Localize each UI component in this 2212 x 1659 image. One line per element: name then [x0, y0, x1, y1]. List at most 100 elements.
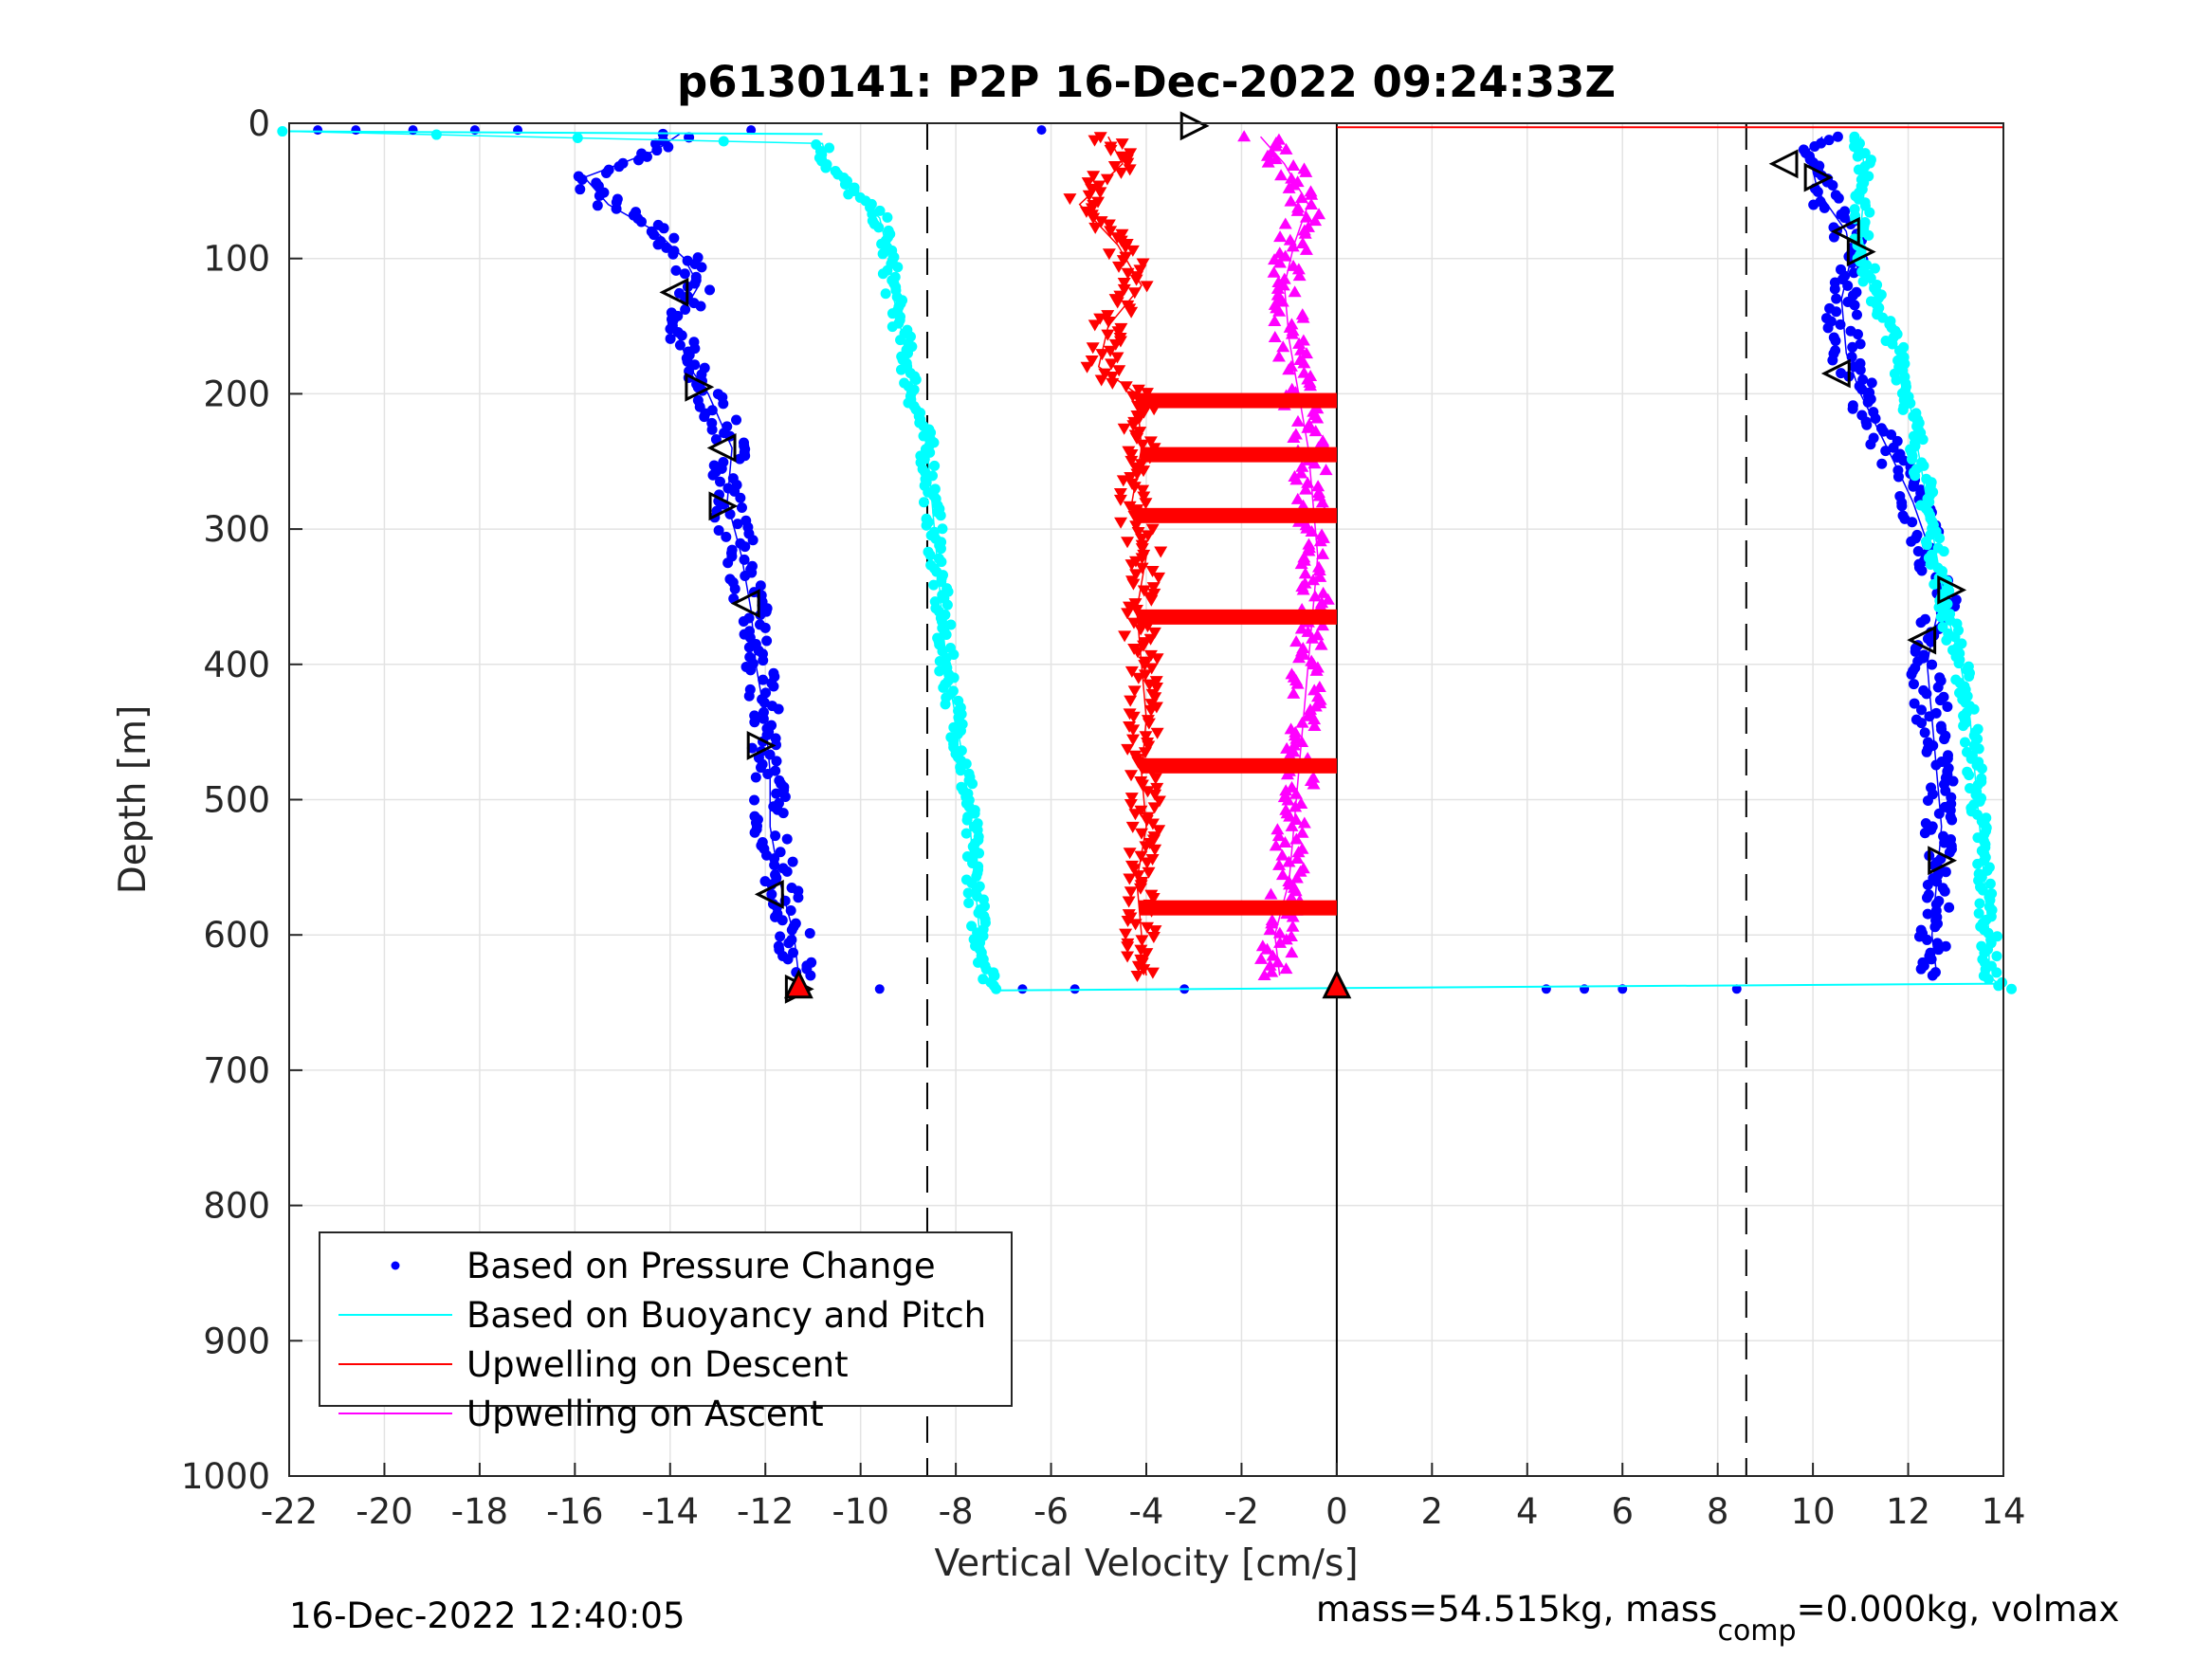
data-point [1121, 608, 1135, 620]
data-point [1123, 501, 1137, 513]
data-point [1137, 964, 1151, 976]
data-point [1146, 582, 1161, 594]
data-point [1304, 379, 1318, 392]
data-point [1087, 171, 1101, 183]
data-point [613, 161, 625, 173]
data-point [1898, 455, 1910, 466]
data-point [724, 508, 736, 520]
upwelling-band [1139, 900, 1337, 916]
chart-title: p6130141: P2P 16-Dec-2022 09:24:33Z [677, 57, 1616, 107]
ascent-marker [1937, 574, 1967, 605]
data-point [1148, 789, 1162, 801]
data-point [1121, 157, 1135, 170]
data-point [1938, 546, 1949, 557]
x-tick-label: -20 [356, 1491, 412, 1532]
data-point [1131, 870, 1145, 883]
data-point [1944, 902, 1955, 913]
data-point [1130, 432, 1144, 445]
data-point [1276, 340, 1290, 353]
data-point [941, 629, 952, 641]
data-point [1916, 565, 1928, 576]
data-point [1129, 605, 1143, 617]
data-point [1289, 800, 1303, 812]
data-point [1257, 969, 1271, 981]
data-point [1891, 374, 1902, 386]
data-point [1313, 535, 1327, 547]
data-point [1274, 169, 1289, 181]
data-point [804, 927, 815, 939]
data-point [1124, 471, 1138, 483]
data-point [1922, 539, 1933, 551]
footer-mass-rest: =0.000kg, volmax [1797, 1589, 2120, 1630]
data-point [1279, 142, 1293, 155]
data-point [775, 847, 786, 858]
data-point [937, 523, 948, 535]
data-point [1947, 814, 1958, 826]
data-point [880, 288, 891, 300]
data-point [1906, 668, 1917, 680]
data-point [1958, 720, 1969, 732]
data-point [277, 126, 288, 137]
data-point [1289, 832, 1304, 845]
data-point [1117, 277, 1131, 289]
data-point [1123, 164, 1137, 176]
data-point [770, 830, 781, 842]
data-point [1135, 779, 1149, 792]
data-point [1088, 222, 1103, 234]
data-point [1271, 830, 1286, 842]
data-point [777, 915, 788, 926]
data-point [1287, 430, 1301, 443]
data-point [663, 141, 674, 153]
data-point [1140, 281, 1154, 293]
data-point [1146, 932, 1161, 944]
data-point [1142, 866, 1156, 879]
data-point [1124, 886, 1138, 899]
data-point [667, 248, 679, 260]
data-point [1910, 646, 1921, 657]
data-point [1117, 283, 1131, 296]
data-point [1268, 314, 1282, 326]
data-point [1828, 231, 1839, 243]
data-point [1940, 866, 1951, 878]
data-point [874, 984, 885, 994]
data-point [1976, 763, 1987, 775]
data-point [974, 848, 985, 859]
x-tick-label: -2 [1224, 1491, 1259, 1532]
data-point [1280, 768, 1294, 780]
data-point [679, 268, 690, 280]
x-tick-label: -16 [546, 1491, 603, 1532]
data-point [1266, 949, 1280, 961]
data-point [649, 229, 660, 241]
data-point [1835, 319, 1846, 330]
data-point [1831, 293, 1842, 304]
data-point [1315, 496, 1329, 508]
data-point [761, 635, 773, 647]
data-point [764, 749, 776, 760]
data-point [1299, 483, 1313, 495]
data-point [1281, 793, 1295, 806]
upwelling-band [1140, 447, 1337, 463]
data-point [1145, 967, 1160, 979]
y-tick-label: 700 [203, 1050, 270, 1091]
data-point [941, 599, 953, 611]
data-point [1124, 148, 1138, 160]
data-point [1299, 165, 1313, 177]
data-point [1308, 425, 1323, 437]
data-point [1142, 718, 1156, 730]
data-point [1292, 651, 1307, 664]
data-point [1906, 536, 1917, 547]
data-point [718, 136, 729, 147]
data-point [1305, 188, 1319, 200]
data-point [1316, 619, 1330, 631]
data-point [1134, 944, 1148, 957]
data-point [704, 284, 716, 296]
ascent-marker [1907, 625, 1937, 655]
descent-marker [754, 879, 784, 909]
data-point [1130, 971, 1144, 983]
data-point [1119, 381, 1133, 393]
data-point [1313, 570, 1327, 582]
data-point [1848, 267, 1859, 279]
data-point [739, 554, 750, 565]
data-point [1094, 216, 1108, 228]
data-point [762, 769, 774, 780]
